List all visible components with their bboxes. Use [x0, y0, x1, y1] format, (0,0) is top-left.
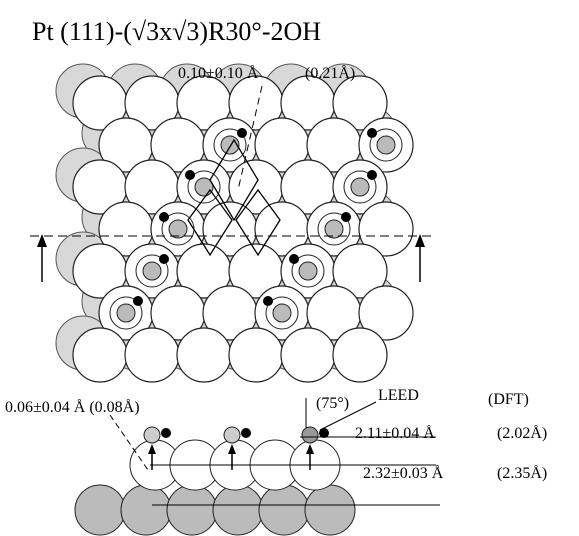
- pt-layer2-side: [305, 485, 355, 535]
- o-atom: [325, 220, 343, 238]
- o-atom: [169, 220, 187, 238]
- o-atom: [299, 262, 317, 280]
- h-atom: [237, 128, 247, 138]
- figure: Pt (111)-(√3x√3)R30°-2OH 0.10±0.10 Å (0.…: [0, 0, 579, 536]
- h-atom: [289, 254, 299, 264]
- o-atom: [273, 304, 291, 322]
- pt-layer2-side: [213, 485, 263, 535]
- spacing-1-dft: (2.02Å): [497, 424, 547, 442]
- pt-atom: [281, 328, 335, 382]
- h-atom: [159, 254, 169, 264]
- o-atom: [377, 136, 395, 154]
- leed-header: LEED: [378, 387, 419, 404]
- h-atom: [341, 212, 351, 222]
- pt-atom: [177, 328, 231, 382]
- spacing-2: 2.32±0.03 Å: [363, 464, 444, 482]
- h-side: [241, 428, 251, 438]
- h-atom: [185, 170, 195, 180]
- h-atom: [263, 296, 273, 306]
- pt-atom: [125, 328, 179, 382]
- angle: (75°): [316, 395, 349, 412]
- o-atom: [117, 304, 135, 322]
- h-atom: [159, 212, 169, 222]
- o-side: [224, 427, 240, 443]
- top-view: [30, 64, 435, 382]
- pt-atom: [73, 328, 127, 382]
- h-atom: [367, 128, 377, 138]
- pt-layer2-side: [75, 485, 125, 535]
- spacing-1: 2.11±0.04 Å: [355, 424, 435, 442]
- shift-dft: (0.21Å): [305, 64, 355, 82]
- o-atom: [351, 178, 369, 196]
- pt-atom: [229, 328, 283, 382]
- title: Pt (111)-(√3x√3)R30°-2OH: [32, 17, 321, 46]
- spacing-2-dft: (2.35Å): [497, 464, 547, 482]
- h-side: [161, 428, 171, 438]
- o-side: [302, 427, 318, 443]
- shift-label: 0.10±0.10 Å: [178, 64, 259, 82]
- pt-layer2-side: [167, 485, 217, 535]
- h-atom: [133, 296, 143, 306]
- o-side: [144, 427, 160, 443]
- pt-atom: [333, 328, 387, 382]
- pt-layer2-side: [121, 485, 171, 535]
- dft-header: (DFT): [488, 391, 529, 408]
- o-atom: [143, 262, 161, 280]
- pt-layer2-side: [259, 485, 309, 535]
- o-shift: 0.06±0.04 Å (0.08Å): [5, 398, 140, 416]
- h-atom: [367, 170, 377, 180]
